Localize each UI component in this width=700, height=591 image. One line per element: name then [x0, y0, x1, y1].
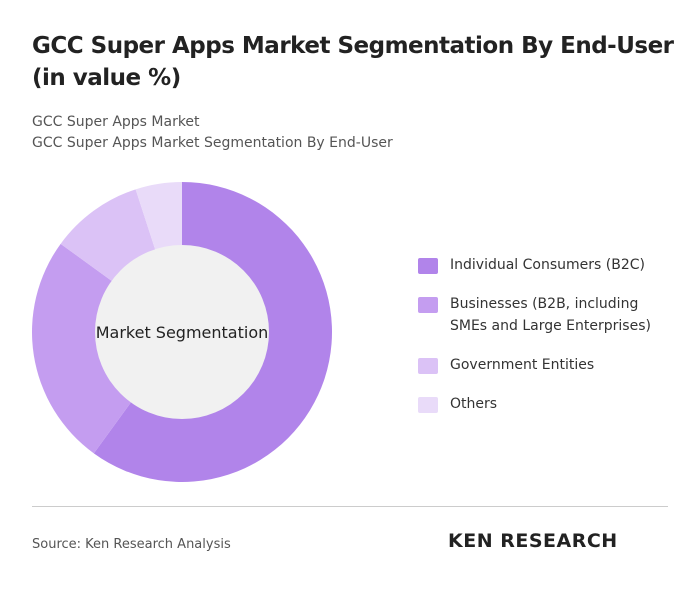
legend: Individual Consumers (B2C) Businesses (B2… [418, 254, 678, 432]
subtitle: GCC Super Apps Market [32, 114, 200, 130]
legend-item: Businesses (B2B, including SMEs and Larg… [418, 293, 660, 337]
subtitle: GCC Super Apps Market Segmentation By En… [32, 135, 393, 151]
chart: Market Segmentation [31, 182, 332, 482]
logo: KEN RESEARCH [448, 530, 618, 552]
legend-item: Others [418, 393, 660, 415]
donut-hole [95, 245, 269, 419]
legend-swatch [418, 258, 438, 274]
legend-label: Others [450, 396, 498, 412]
legend-item: Individual Consumers (B2C) [418, 254, 660, 276]
chart-title: GCC Super Apps Market Segmentation By En… [32, 33, 674, 91]
legend-label: Businesses (B2B, including SMEs and Larg… [450, 296, 651, 334]
legend-swatch [418, 358, 438, 374]
legend-swatch [418, 397, 438, 413]
legend-item: Government Entities [418, 354, 660, 376]
legend-label: Government Entities [450, 357, 595, 373]
legend-swatch [418, 297, 438, 313]
separator [32, 506, 668, 507]
center-label: Market Segmentation [96, 323, 269, 342]
source: Source: Ken Research Analysis [32, 537, 231, 552]
legend-label: Individual Consumers (B2C) [450, 257, 645, 273]
